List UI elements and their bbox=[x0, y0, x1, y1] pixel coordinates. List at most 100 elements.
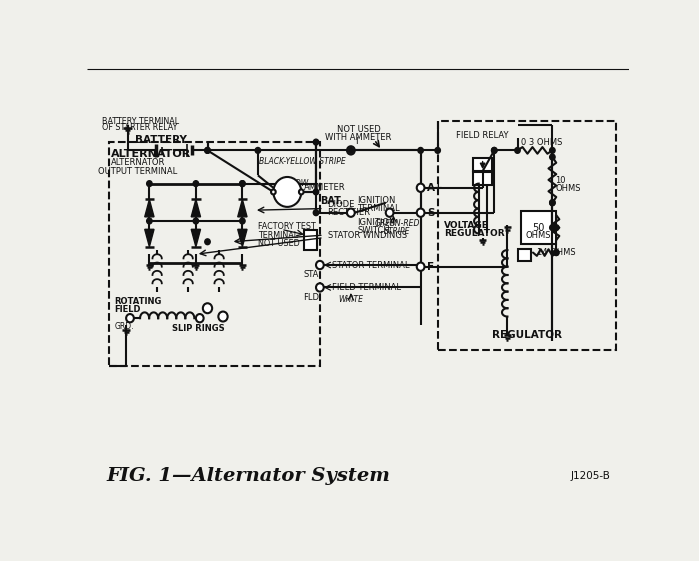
Circle shape bbox=[147, 218, 152, 224]
Text: 0 3 OHMS: 0 3 OHMS bbox=[521, 137, 563, 146]
Text: A+: A+ bbox=[427, 183, 444, 193]
Text: 10: 10 bbox=[556, 176, 566, 185]
Circle shape bbox=[418, 148, 424, 153]
Circle shape bbox=[147, 181, 152, 186]
Text: ROTATING: ROTATING bbox=[115, 297, 162, 306]
Text: STATOR TERMINAL: STATOR TERMINAL bbox=[331, 260, 409, 269]
Bar bbox=[473, 172, 492, 185]
Polygon shape bbox=[145, 229, 154, 247]
Text: OF STARTER RELAY: OF STARTER RELAY bbox=[102, 123, 178, 132]
Text: FLD.: FLD. bbox=[303, 293, 322, 302]
Circle shape bbox=[435, 148, 440, 153]
Circle shape bbox=[491, 148, 497, 153]
Circle shape bbox=[549, 200, 555, 206]
Text: WHITE: WHITE bbox=[338, 296, 363, 305]
Text: AMMETER: AMMETER bbox=[304, 183, 346, 192]
Circle shape bbox=[554, 225, 559, 231]
Text: ALTERNATOR: ALTERNATOR bbox=[110, 158, 165, 167]
Circle shape bbox=[218, 311, 228, 321]
Circle shape bbox=[549, 148, 555, 153]
Text: OHMS: OHMS bbox=[556, 184, 581, 193]
Circle shape bbox=[271, 190, 275, 195]
Polygon shape bbox=[238, 199, 247, 217]
Text: FIELD: FIELD bbox=[115, 305, 141, 314]
Text: 14 OHMS: 14 OHMS bbox=[537, 248, 575, 257]
Text: IGNITION: IGNITION bbox=[357, 218, 396, 227]
Circle shape bbox=[417, 183, 424, 192]
Text: REGULATOR: REGULATOR bbox=[444, 229, 505, 238]
Polygon shape bbox=[145, 199, 154, 217]
Text: FIELD RELAY: FIELD RELAY bbox=[456, 131, 508, 140]
Circle shape bbox=[205, 239, 210, 245]
Circle shape bbox=[273, 177, 301, 207]
Text: BLACK-YELLOW STRIPE: BLACK-YELLOW STRIPE bbox=[259, 157, 346, 165]
Circle shape bbox=[386, 209, 394, 217]
Text: OHMS: OHMS bbox=[526, 232, 552, 241]
Circle shape bbox=[313, 189, 319, 195]
Text: REGULATOR: REGULATOR bbox=[492, 330, 562, 340]
Text: VOLTAGE: VOLTAGE bbox=[444, 220, 489, 229]
Text: NOT USED: NOT USED bbox=[337, 125, 380, 134]
Polygon shape bbox=[192, 229, 201, 247]
Text: F: F bbox=[427, 261, 434, 272]
Bar bbox=[521, 211, 556, 244]
Circle shape bbox=[240, 181, 245, 186]
Text: I: I bbox=[355, 137, 357, 146]
Text: STATOR WINDINGS: STATOR WINDINGS bbox=[328, 231, 407, 240]
Text: IGNITION: IGNITION bbox=[357, 196, 396, 205]
Text: GREEN-RED: GREEN-RED bbox=[375, 219, 420, 228]
Circle shape bbox=[299, 190, 303, 195]
Text: SLIP RINGS: SLIP RINGS bbox=[172, 324, 224, 333]
Text: OUTPUT TERMINAL: OUTPUT TERMINAL bbox=[98, 167, 178, 176]
Text: STA.: STA. bbox=[303, 270, 321, 279]
Circle shape bbox=[205, 148, 210, 153]
Circle shape bbox=[196, 314, 203, 323]
Text: FIG. 1—Alternator System: FIG. 1—Alternator System bbox=[107, 467, 391, 485]
Circle shape bbox=[203, 304, 212, 313]
Bar bbox=[517, 249, 531, 261]
Bar bbox=[438, 121, 616, 350]
Bar bbox=[473, 158, 492, 171]
Text: TERMINAL: TERMINAL bbox=[258, 231, 298, 240]
Text: RECTIFIER: RECTIFIER bbox=[328, 208, 370, 217]
Text: J1205-B: J1205-B bbox=[570, 471, 610, 481]
Text: BATTERY TERMINAL: BATTERY TERMINAL bbox=[101, 117, 179, 126]
Circle shape bbox=[313, 139, 319, 145]
Circle shape bbox=[348, 148, 354, 153]
Circle shape bbox=[514, 148, 520, 153]
Circle shape bbox=[126, 314, 134, 323]
Circle shape bbox=[554, 250, 559, 255]
Text: S: S bbox=[427, 208, 434, 218]
Circle shape bbox=[193, 218, 199, 224]
Circle shape bbox=[347, 209, 355, 217]
Circle shape bbox=[417, 263, 424, 271]
Text: SWITCH: SWITCH bbox=[357, 227, 390, 236]
Circle shape bbox=[205, 148, 210, 153]
Circle shape bbox=[316, 261, 324, 269]
Text: 50: 50 bbox=[532, 223, 545, 233]
Circle shape bbox=[554, 250, 559, 255]
Text: WITH AMMETER: WITH AMMETER bbox=[326, 134, 392, 142]
Bar bbox=[304, 230, 317, 250]
Text: FIELD TERMINAL: FIELD TERMINAL bbox=[331, 283, 401, 292]
Text: ALTERNATOR: ALTERNATOR bbox=[111, 149, 192, 159]
Circle shape bbox=[316, 283, 324, 292]
Text: DIODE: DIODE bbox=[328, 200, 355, 209]
Text: YELLOW: YELLOW bbox=[277, 179, 308, 188]
Circle shape bbox=[491, 148, 497, 153]
Polygon shape bbox=[192, 199, 201, 217]
Polygon shape bbox=[238, 229, 247, 247]
Circle shape bbox=[240, 181, 245, 186]
Circle shape bbox=[193, 181, 199, 186]
Text: TERMINAL: TERMINAL bbox=[357, 204, 400, 213]
Text: FACTORY TEST: FACTORY TEST bbox=[258, 222, 316, 231]
Bar bbox=[109, 142, 320, 366]
Circle shape bbox=[549, 200, 555, 206]
Circle shape bbox=[549, 154, 555, 160]
Circle shape bbox=[549, 225, 555, 231]
Text: STRIPE: STRIPE bbox=[384, 227, 410, 236]
Circle shape bbox=[240, 218, 245, 224]
Text: BATTERY: BATTERY bbox=[135, 135, 187, 145]
Circle shape bbox=[417, 209, 424, 217]
Circle shape bbox=[313, 210, 319, 215]
